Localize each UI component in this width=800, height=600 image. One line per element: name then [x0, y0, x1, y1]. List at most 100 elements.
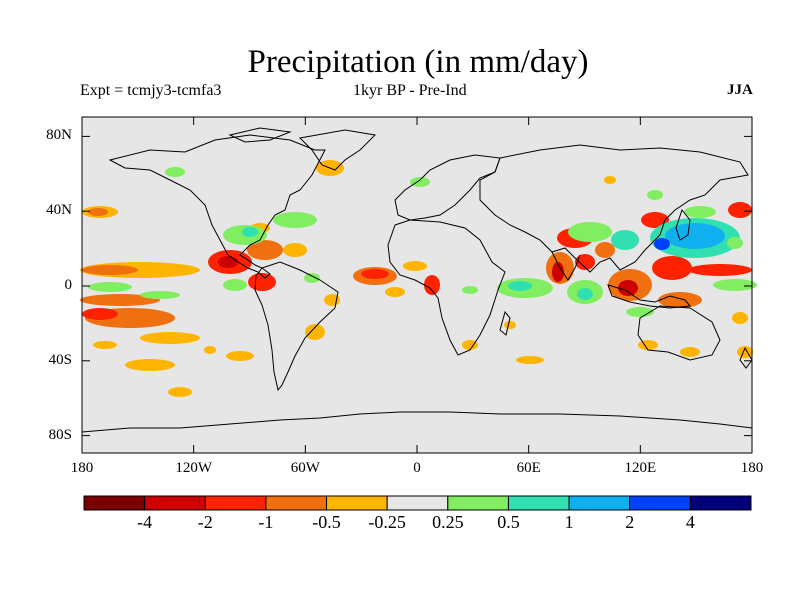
coastline-antarctica	[81, 411, 753, 433]
anomaly-patch	[577, 288, 593, 300]
anomaly-patch	[516, 356, 544, 364]
lon-tick-label: 60W	[290, 460, 320, 476]
anomaly-patch	[665, 223, 725, 249]
anomaly-patch	[88, 208, 108, 216]
anomaly-patch	[140, 332, 200, 344]
anomaly-patch	[508, 281, 532, 291]
colorbar-label: -0.5	[312, 512, 341, 532]
anomaly-patch	[88, 282, 132, 292]
coastline-indonesia	[607, 284, 691, 309]
anomaly-patch	[647, 190, 663, 200]
anomaly-patch	[125, 359, 175, 371]
anomaly-patch	[626, 307, 654, 317]
experiment-label: Expt = tcmjy3-tcmfa3	[80, 82, 222, 99]
map-title: Precipitation (in mm/day)	[247, 44, 589, 80]
lat-tick-label: 0	[64, 277, 73, 293]
anomaly-patch	[732, 312, 748, 324]
anomaly-patch	[242, 227, 258, 237]
lon-tick-label: 120W	[175, 460, 212, 476]
anomaly-patch	[552, 262, 564, 282]
anomaly-patch	[410, 177, 430, 187]
period-label: 1kyr BP - Pre-Ind	[353, 82, 467, 99]
colorbar-swatch	[507, 495, 570, 511]
anomaly-patch	[361, 269, 389, 279]
coastline-india	[551, 251, 581, 281]
colorbar-label: 0.5	[497, 512, 520, 532]
anomaly-patch	[652, 256, 692, 280]
lat-tick-label: 40S	[48, 351, 72, 368]
anomaly-patch	[385, 287, 405, 297]
lat-tick-label: 40N	[46, 202, 72, 219]
anomaly-patch	[680, 347, 700, 357]
axis-ticks	[81, 117, 753, 453]
lon-tick-label: 120E	[624, 460, 657, 476]
anomaly-patch	[654, 238, 670, 250]
anomaly-patch	[165, 167, 185, 177]
colorbar-swatch	[689, 495, 752, 511]
anomaly-patch	[575, 254, 595, 270]
lon-tick-label: 60E	[516, 460, 541, 476]
anomaly-patch	[283, 243, 307, 257]
anomaly-patch	[688, 264, 752, 276]
anomaly-patch	[462, 340, 478, 350]
anomaly-patch	[82, 308, 118, 320]
colorbar-label: 1	[564, 512, 574, 532]
colorbar-label: 2	[625, 512, 635, 532]
coastline-south-america	[254, 261, 339, 392]
anomaly-patch	[728, 202, 752, 218]
lat-tick-label: 80N	[46, 127, 72, 144]
coastline-north-america	[108, 134, 326, 279]
anomaly-patch	[424, 275, 440, 295]
anomaly-patch	[638, 340, 658, 350]
coastline-australia	[637, 305, 721, 361]
anomaly-patch	[604, 176, 616, 184]
anomaly-patch	[641, 212, 669, 228]
coastline-madagascar	[499, 310, 511, 336]
anomaly-patch	[403, 261, 427, 271]
anomaly-patch	[93, 341, 117, 349]
anomaly-patch	[80, 294, 160, 306]
coastline-asia	[479, 144, 749, 273]
anomaly-patch	[226, 351, 254, 361]
colorbar-label: 0.25	[432, 512, 464, 532]
anomaly-patch	[504, 321, 516, 329]
colorbar-swatch	[447, 495, 509, 511]
colorbar-swatch	[144, 495, 206, 511]
anomaly-patch	[684, 206, 716, 218]
anomaly-patch	[140, 291, 180, 299]
anomaly-patch	[305, 324, 325, 340]
anomaly-patch	[82, 265, 138, 275]
anomaly-patch	[618, 280, 638, 296]
anomaly-patch	[223, 279, 247, 291]
coastline-greenland	[298, 129, 377, 171]
anomaly-patch	[168, 387, 192, 397]
colorbar-label: -1	[258, 512, 274, 532]
colorbar-swatch	[204, 495, 267, 511]
anomaly-patch	[304, 273, 320, 283]
colorbar-swatch	[265, 495, 328, 511]
colorbar-label: -4	[137, 512, 153, 532]
coastline-africa	[387, 219, 506, 356]
colorbar-label: -0.25	[368, 512, 406, 532]
colorbar-swatch	[568, 495, 631, 511]
anomaly-patch	[611, 230, 639, 250]
season-label: JJA	[727, 82, 753, 98]
colorbar-swatch	[326, 495, 388, 511]
anomaly-patch	[273, 212, 317, 228]
colorbar-swatch	[83, 495, 146, 511]
colorbar	[83, 495, 752, 511]
lon-tick-label: 0	[413, 460, 421, 476]
anomaly-patch	[713, 279, 757, 291]
colorbar-swatch	[386, 495, 449, 511]
anomaly-patch	[595, 242, 615, 258]
lon-tick-label: 180	[740, 460, 764, 476]
coastline-new-zealand	[739, 346, 753, 369]
lon-tick-label: 180	[70, 460, 94, 476]
anomaly-patch	[658, 292, 702, 308]
lat-tick-label: 80S	[48, 426, 72, 443]
anomaly-patch	[218, 256, 238, 268]
anomaly-patch	[462, 286, 478, 294]
colorbar-label: 4	[685, 512, 695, 532]
anomaly-patch	[568, 222, 612, 242]
